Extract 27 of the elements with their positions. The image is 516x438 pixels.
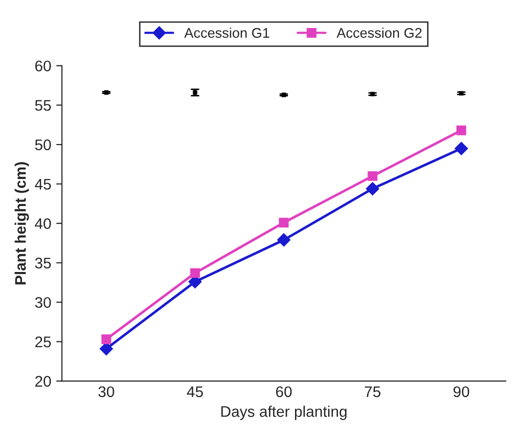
y-tick-label: 20 [35,376,51,387]
x-axis-title: Days after planting [221,406,347,420]
x-tick-label: 75 [364,386,380,398]
legend-label: Accession G1 [184,28,270,38]
x-tick-label: 90 [454,386,470,398]
point [366,182,380,196]
point [277,233,290,247]
y-tick-label: 55 [35,100,51,111]
y-tick-label: 25 [35,336,51,348]
y-axis-title: Plant height (cm) [14,162,29,284]
legend-label: Accession G2 [336,28,422,38]
y-tick-label: 45 [34,178,51,190]
point [456,125,466,136]
x-tick-label: 30 [98,386,114,398]
y-tick-label: 30 [35,297,51,308]
y-tick-label: 35 [35,258,51,268]
y-tick-label: 40 [34,218,51,230]
y-tick-label: 60 [35,60,51,72]
point [454,142,468,156]
point [101,334,112,344]
x-tick-label: 45 [186,386,203,398]
point [190,268,200,278]
x-tick-label: 60 [276,386,292,398]
y-tick-label: 50 [35,139,51,150]
point [278,218,289,228]
point [368,171,378,181]
point [100,342,113,356]
